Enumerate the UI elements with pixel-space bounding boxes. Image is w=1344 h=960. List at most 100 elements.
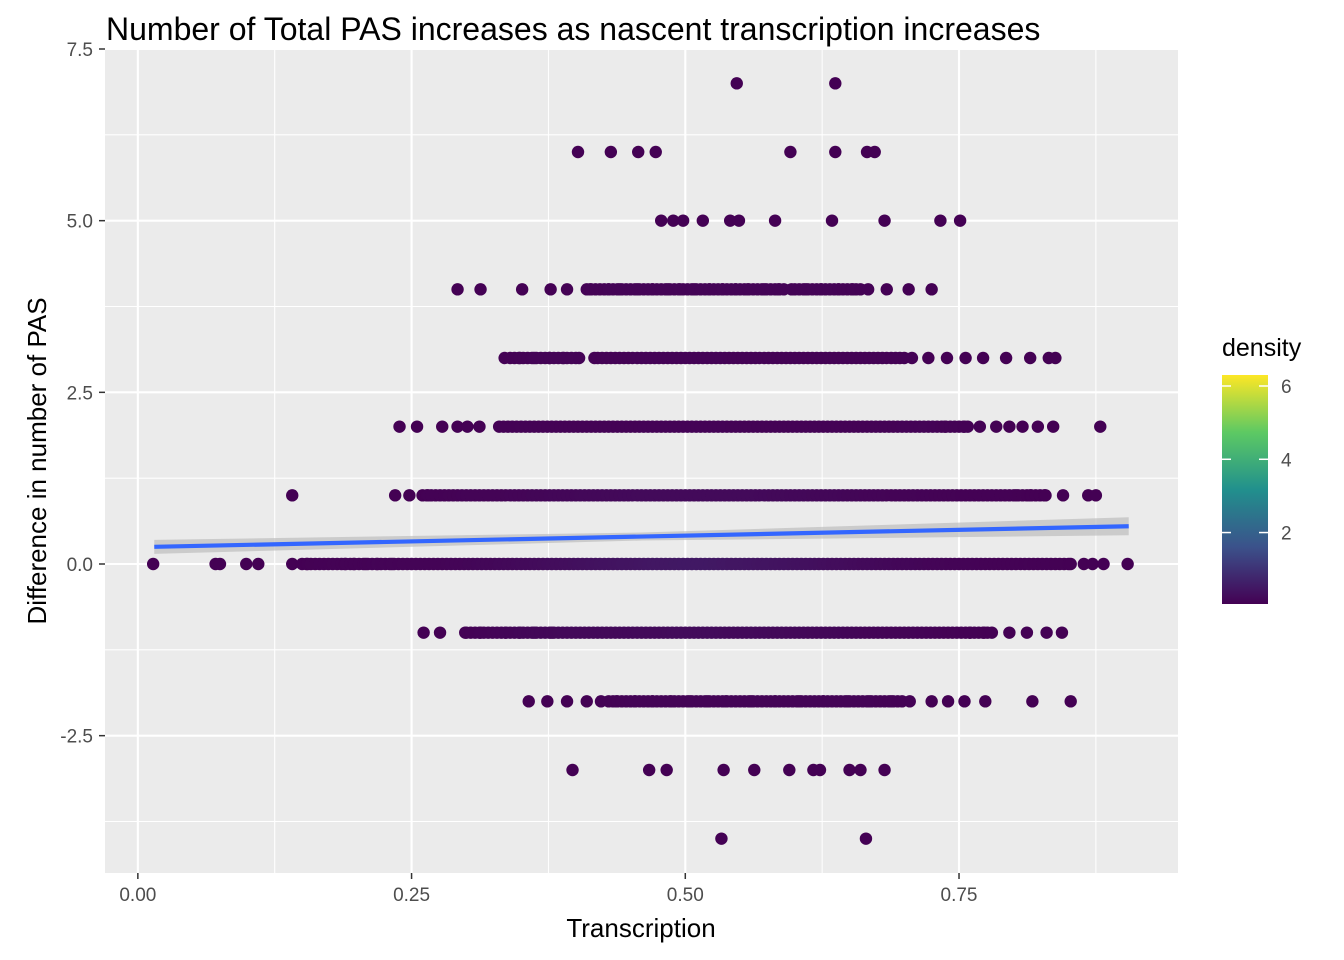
data-point xyxy=(723,214,737,227)
data-point xyxy=(941,695,955,708)
data-point xyxy=(1016,420,1029,433)
legend-ticks: 2 4 6 xyxy=(1222,377,1292,545)
data-point xyxy=(1077,557,1091,571)
data-point xyxy=(240,557,253,571)
data-point xyxy=(934,214,947,227)
data-point xyxy=(410,420,424,433)
data-point xyxy=(922,351,935,365)
data-point xyxy=(1056,489,1070,502)
data-point xyxy=(604,145,618,159)
data-point xyxy=(522,695,535,708)
legend-colorbar xyxy=(1222,375,1268,604)
data-point xyxy=(1097,557,1110,571)
data-point xyxy=(1086,557,1099,571)
data-point xyxy=(146,557,160,571)
data-point xyxy=(696,214,710,227)
data-point xyxy=(1046,420,1060,433)
data-point xyxy=(959,351,972,365)
data-point xyxy=(632,145,645,159)
data-point xyxy=(642,763,656,777)
data-point xyxy=(784,145,797,159)
data-point xyxy=(571,145,585,159)
data-point xyxy=(1003,626,1016,639)
trend-line-group xyxy=(154,517,1129,554)
legend-tick-label: 4 xyxy=(1281,450,1292,471)
data-point xyxy=(829,145,842,159)
data-point xyxy=(388,489,402,502)
data-point xyxy=(1089,489,1103,502)
data-point xyxy=(973,420,987,433)
legend-tick-label: 6 xyxy=(1281,377,1292,398)
x-tick-label: 0.75 xyxy=(941,885,978,906)
x-tick-label: 0.25 xyxy=(393,885,430,906)
data-point xyxy=(1121,557,1134,571)
data-point xyxy=(990,420,1003,433)
data-point xyxy=(953,214,967,227)
data-point xyxy=(732,214,746,227)
legend: density 2 4 6 xyxy=(1222,334,1302,604)
data-point xyxy=(403,489,416,502)
data-point xyxy=(878,763,891,777)
y-axis: -2.5 0.0 2.5 5.0 7.5 xyxy=(60,40,105,748)
data-point xyxy=(1049,351,1062,365)
data-point xyxy=(649,145,662,159)
data-point xyxy=(544,283,557,296)
data-point xyxy=(655,214,668,227)
data-point xyxy=(252,557,265,571)
data-point xyxy=(515,283,529,296)
y-tick-label: 0.0 xyxy=(67,555,93,576)
data-point xyxy=(286,557,299,571)
data-point xyxy=(474,283,487,296)
data-point xyxy=(433,626,447,639)
data-point xyxy=(1026,695,1039,708)
data-point xyxy=(905,351,919,365)
data-point xyxy=(286,489,299,502)
data-point xyxy=(825,214,839,227)
y-tick-label: 5.0 xyxy=(67,212,93,233)
data-point xyxy=(1031,420,1045,433)
grid-minor xyxy=(105,49,1178,873)
x-axis-title: Transcription xyxy=(566,913,715,943)
data-point xyxy=(461,420,474,433)
data-point xyxy=(979,695,992,708)
data-point xyxy=(1040,626,1053,639)
data-point xyxy=(902,283,915,296)
data-point xyxy=(572,351,586,365)
data-point xyxy=(859,832,873,845)
data-point xyxy=(1020,626,1034,639)
data-point xyxy=(667,214,680,227)
data-point xyxy=(715,832,728,845)
data-point xyxy=(878,214,891,227)
data-point xyxy=(1003,420,1016,433)
chart-title: Number of Total PAS increases as nascent… xyxy=(106,11,1040,47)
data-point xyxy=(768,214,782,227)
data-point xyxy=(854,763,867,777)
data-point xyxy=(1064,695,1077,708)
data-point xyxy=(958,695,971,708)
data-point xyxy=(1039,489,1052,502)
data-point xyxy=(451,283,464,296)
data-point xyxy=(925,283,938,296)
data-point xyxy=(829,77,842,90)
data-point xyxy=(880,283,893,296)
data-point xyxy=(961,420,974,433)
data-point xyxy=(1023,351,1037,365)
data-points xyxy=(146,77,1134,845)
trend-line xyxy=(154,524,1129,549)
data-point xyxy=(940,351,954,365)
data-point xyxy=(213,557,227,571)
data-point xyxy=(976,351,990,365)
x-axis: 0.00 0.25 0.50 0.75 xyxy=(119,873,978,906)
legend-tick-label: 2 xyxy=(1281,524,1292,545)
data-point xyxy=(999,351,1013,365)
data-point xyxy=(925,695,938,708)
y-tick-label: -2.5 xyxy=(60,727,93,748)
y-axis-title: Difference in number of PAS xyxy=(22,297,52,624)
legend-title: density xyxy=(1222,334,1302,362)
y-tick-label: 2.5 xyxy=(67,383,93,404)
data-point xyxy=(813,763,827,777)
data-point xyxy=(580,695,593,708)
grid-major xyxy=(105,47,1178,873)
y-tick-label: 7.5 xyxy=(67,40,93,61)
